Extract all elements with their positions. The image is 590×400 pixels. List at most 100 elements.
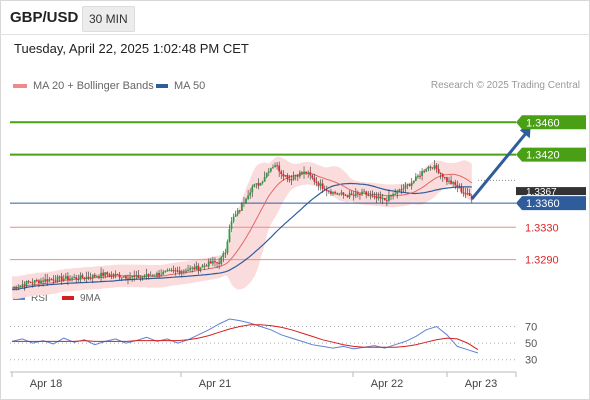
candle-body (460, 187, 463, 193)
candle-body (296, 175, 299, 177)
candle-body (172, 270, 175, 272)
candle-body (332, 192, 334, 194)
time-tick-Apr-21: Apr 21 (199, 378, 231, 390)
candle-body (421, 171, 423, 176)
candle-body (203, 265, 206, 267)
candle-body (379, 196, 382, 199)
candle-body (243, 202, 245, 204)
candle-body (232, 216, 235, 222)
candle-body (189, 268, 192, 270)
candle-body (400, 189, 403, 191)
candle-body (417, 175, 419, 177)
candle-body (249, 192, 252, 196)
candle-body (129, 277, 131, 279)
ma20-swatch (13, 84, 27, 89)
candle-body (327, 190, 330, 192)
candle-body (211, 261, 214, 264)
candle-body (325, 190, 328, 192)
candle-body (58, 276, 61, 278)
candle-body (21, 284, 24, 286)
candle-body (220, 257, 223, 264)
candle-body (218, 262, 221, 264)
ma50-swatch (156, 84, 168, 89)
candle-body (17, 287, 20, 289)
legend-ma20-label: MA 20 + Bollinger Bands (33, 80, 154, 92)
candle-body (226, 241, 229, 253)
candle-body (381, 197, 384, 199)
candle-body (143, 276, 146, 278)
candle-body (52, 279, 55, 281)
candle-body (240, 203, 243, 211)
candle-body (288, 179, 291, 181)
candle-body (156, 272, 158, 276)
candle-body (183, 270, 185, 272)
candle-body (114, 274, 117, 276)
header-divider (0, 34, 590, 35)
candle-body (73, 277, 76, 279)
candle-body (145, 274, 148, 277)
candle-body (282, 174, 285, 177)
candle-body (151, 275, 154, 277)
candle-body (348, 193, 351, 198)
candle-body (91, 274, 94, 279)
candle-body (207, 261, 210, 267)
candle-body (185, 270, 187, 272)
timeframe-button[interactable]: 30 MIN (82, 6, 135, 32)
candle-body (274, 165, 276, 168)
candle-body (294, 175, 297, 177)
candle-body (336, 193, 339, 195)
candle-body (446, 177, 448, 182)
candle-body (255, 183, 258, 185)
candle-body (230, 221, 233, 229)
timestamp: Tuesday, April 22, 2025 1:02:48 PM CET (14, 41, 249, 56)
candle-body (154, 275, 156, 277)
legend-ma50-label: MA 50 (174, 80, 206, 92)
time-tick-Apr-23: Apr 23 (465, 378, 497, 390)
candle-body (276, 165, 279, 167)
candle-body (201, 265, 204, 268)
price-tag-text-1.3420: 1.3420 (526, 150, 560, 162)
candle-body (365, 191, 368, 195)
candle-body (125, 276, 127, 279)
candle-body (193, 267, 196, 270)
candle-body (46, 279, 49, 282)
candle-body (87, 276, 90, 278)
candle-body (439, 173, 442, 175)
candle-body (431, 167, 434, 169)
candle-body (245, 198, 247, 203)
candle-body (170, 270, 173, 272)
candle-body (75, 277, 78, 279)
candle-body (149, 275, 152, 277)
candle-body (35, 280, 38, 282)
candle-body (164, 271, 167, 273)
candle-body (466, 193, 469, 195)
candle-body (166, 270, 169, 272)
source-credit: Research © 2025 Trading Central (430, 80, 580, 91)
candle-body (168, 270, 171, 272)
candle-body (280, 171, 283, 175)
level-label-1.3330: 1.3330 (525, 222, 559, 234)
candle-body (13, 286, 15, 288)
candle-body (89, 277, 92, 279)
rsi-ma-swatch (62, 296, 74, 301)
candle-body (408, 184, 411, 186)
candle-body (452, 182, 455, 184)
candle-body (71, 277, 73, 279)
pair-title: GBP/USD (10, 9, 79, 26)
candle-body (423, 171, 426, 173)
candle-body (118, 274, 121, 278)
candle-body (354, 193, 357, 196)
candle-body (81, 275, 84, 278)
candle-body (38, 280, 40, 283)
rsi-line (11, 318, 479, 354)
candle-body (197, 265, 200, 271)
candle-body (139, 277, 142, 279)
candle-body (247, 195, 250, 199)
candle-body (236, 210, 239, 215)
candle-body (25, 281, 28, 286)
candle-body (257, 183, 260, 186)
candle-body (228, 228, 231, 242)
candle-body (263, 177, 266, 182)
price-tag-1.3360 (516, 196, 586, 211)
